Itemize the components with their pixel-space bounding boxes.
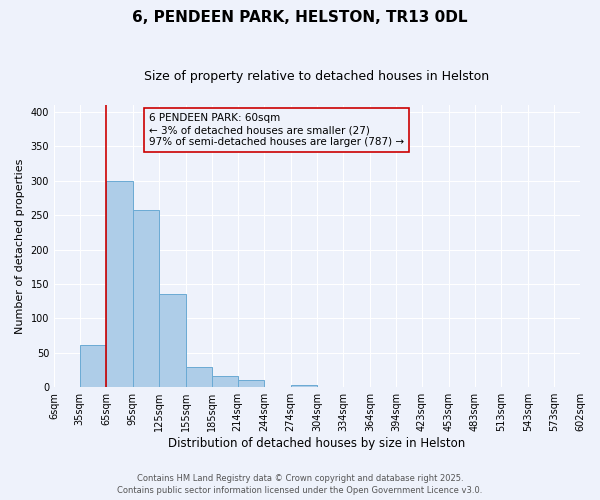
Bar (397, 386, 422, 387)
Bar (159, 294, 185, 387)
Text: Contains HM Land Registry data © Crown copyright and database right 2025.
Contai: Contains HM Land Registry data © Crown c… (118, 474, 482, 495)
Text: 6, PENDEEN PARK, HELSTON, TR13 0DL: 6, PENDEEN PARK, HELSTON, TR13 0DL (132, 10, 468, 25)
Bar (238, 380, 264, 387)
Bar (212, 376, 238, 387)
Bar (80, 344, 106, 387)
Bar (290, 385, 317, 387)
Y-axis label: Number of detached properties: Number of detached properties (15, 158, 25, 334)
Bar (185, 366, 212, 387)
X-axis label: Distribution of detached houses by size in Helston: Distribution of detached houses by size … (169, 437, 466, 450)
Title: Size of property relative to detached houses in Helston: Size of property relative to detached ho… (145, 70, 490, 83)
Text: 6 PENDEEN PARK: 60sqm
← 3% of detached houses are smaller (27)
97% of semi-detac: 6 PENDEEN PARK: 60sqm ← 3% of detached h… (149, 114, 404, 146)
Bar (106, 180, 133, 387)
Bar (133, 210, 159, 387)
